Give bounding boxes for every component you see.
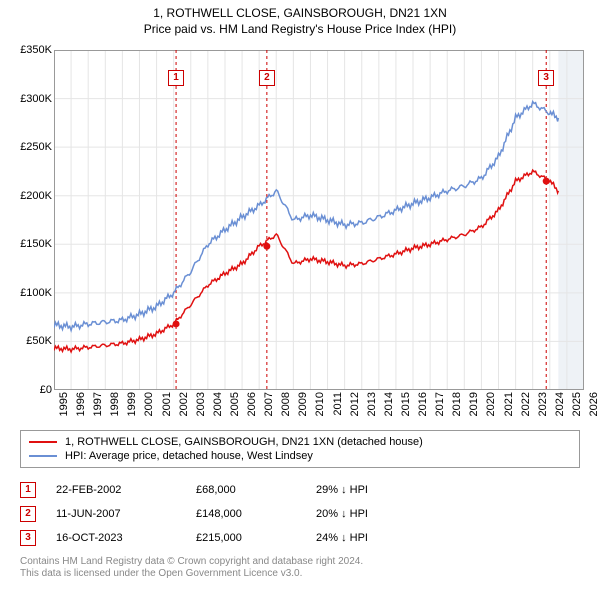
attribution-footer: Contains HM Land Registry data © Crown c… xyxy=(20,556,580,580)
event-date: 22-FEB-2002 xyxy=(56,484,176,496)
footer-line-2: This data is licensed under the Open Gov… xyxy=(20,568,580,580)
event-price: £148,000 xyxy=(196,508,296,520)
event-marker-box: 2 xyxy=(259,70,275,86)
chart-svg xyxy=(54,50,584,390)
x-tick-label: 2001 xyxy=(161,392,173,416)
x-tick-label: 2022 xyxy=(520,392,532,416)
x-tick-label: 2006 xyxy=(246,392,258,416)
x-tick-label: 2010 xyxy=(314,392,326,416)
x-tick-label: 1995 xyxy=(58,392,70,416)
legend-swatch-property xyxy=(29,441,57,443)
x-tick-label: 2018 xyxy=(451,392,463,416)
event-marker-box: 3 xyxy=(538,70,554,86)
x-tick-label: 2003 xyxy=(195,392,207,416)
legend-item-property: 1, ROTHWELL CLOSE, GAINSBOROUGH, DN21 1X… xyxy=(29,435,571,449)
y-tick-label: £150K xyxy=(4,238,52,250)
x-tick-label: 1997 xyxy=(92,392,104,416)
x-tick-label: 2002 xyxy=(178,392,190,416)
event-delta: 20% ↓ HPI xyxy=(316,508,436,520)
y-tick-label: £50K xyxy=(4,335,52,347)
event-row: 3 16-OCT-2023 £215,000 24% ↓ HPI xyxy=(20,526,580,550)
chart-title: 1, ROTHWELL CLOSE, GAINSBOROUGH, DN21 1X… xyxy=(0,0,600,37)
y-tick-label: £200K xyxy=(4,190,52,202)
event-date: 16-OCT-2023 xyxy=(56,532,176,544)
title-line-2: Price paid vs. HM Land Registry's House … xyxy=(0,22,600,38)
x-tick-label: 2025 xyxy=(571,392,583,416)
x-tick-label: 2000 xyxy=(143,392,155,416)
x-tick-label: 1999 xyxy=(126,392,138,416)
x-tick-label: 2012 xyxy=(349,392,361,416)
y-tick-label: £250K xyxy=(4,141,52,153)
legend: 1, ROTHWELL CLOSE, GAINSBOROUGH, DN21 1X… xyxy=(20,430,580,468)
event-marker-inline: 1 xyxy=(20,482,36,498)
x-tick-label: 2011 xyxy=(332,392,344,416)
x-tick-label: 2019 xyxy=(468,392,480,416)
legend-item-hpi: HPI: Average price, detached house, West… xyxy=(29,449,571,463)
x-tick-label: 2024 xyxy=(554,392,566,416)
events-table: 1 22-FEB-2002 £68,000 29% ↓ HPI 2 11-JUN-2007… xyxy=(20,478,580,550)
legend-label-hpi: HPI: Average price, detached house, West… xyxy=(65,450,313,462)
x-tick-label: 2013 xyxy=(366,392,378,416)
event-marker-inline: 2 xyxy=(20,506,36,522)
chart-container: { "title": { "line1": "1, ROTHWELL CLOSE… xyxy=(0,0,600,590)
footer-line-1: Contains HM Land Registry data © Crown c… xyxy=(20,556,580,568)
x-tick-label: 1998 xyxy=(109,392,121,416)
y-tick-label: £300K xyxy=(4,93,52,105)
event-date: 11-JUN-2007 xyxy=(56,508,176,520)
x-tick-label: 2020 xyxy=(485,392,497,416)
x-tick-label: 2005 xyxy=(229,392,241,416)
event-delta: 29% ↓ HPI xyxy=(316,484,436,496)
event-price: £68,000 xyxy=(196,484,296,496)
x-tick-label: 2008 xyxy=(280,392,292,416)
x-tick-label: 2017 xyxy=(434,392,446,416)
x-tick-label: 2007 xyxy=(263,392,275,416)
y-tick-label: £0 xyxy=(4,384,52,396)
legend-label-property: 1, ROTHWELL CLOSE, GAINSBOROUGH, DN21 1X… xyxy=(65,436,423,448)
x-tick-label: 2015 xyxy=(400,392,412,416)
event-delta: 24% ↓ HPI xyxy=(316,532,436,544)
title-line-1: 1, ROTHWELL CLOSE, GAINSBOROUGH, DN21 1X… xyxy=(0,6,600,22)
x-tick-label: 2026 xyxy=(588,392,600,416)
y-tick-label: £350K xyxy=(4,44,52,56)
event-row: 2 11-JUN-2007 £148,000 20% ↓ HPI xyxy=(20,502,580,526)
x-tick-label: 2016 xyxy=(417,392,429,416)
event-row: 1 22-FEB-2002 £68,000 29% ↓ HPI xyxy=(20,478,580,502)
event-marker-box: 1 xyxy=(168,70,184,86)
x-tick-label: 1996 xyxy=(75,392,87,416)
x-tick-label: 2004 xyxy=(212,392,224,416)
event-marker-inline: 3 xyxy=(20,530,36,546)
x-tick-label: 2014 xyxy=(383,392,395,416)
event-price: £215,000 xyxy=(196,532,296,544)
y-tick-label: £100K xyxy=(4,287,52,299)
x-tick-label: 2009 xyxy=(297,392,309,416)
legend-swatch-hpi xyxy=(29,455,57,457)
x-tick-label: 2023 xyxy=(537,392,549,416)
chart-plot-area xyxy=(54,50,584,390)
x-tick-label: 2021 xyxy=(503,392,515,416)
